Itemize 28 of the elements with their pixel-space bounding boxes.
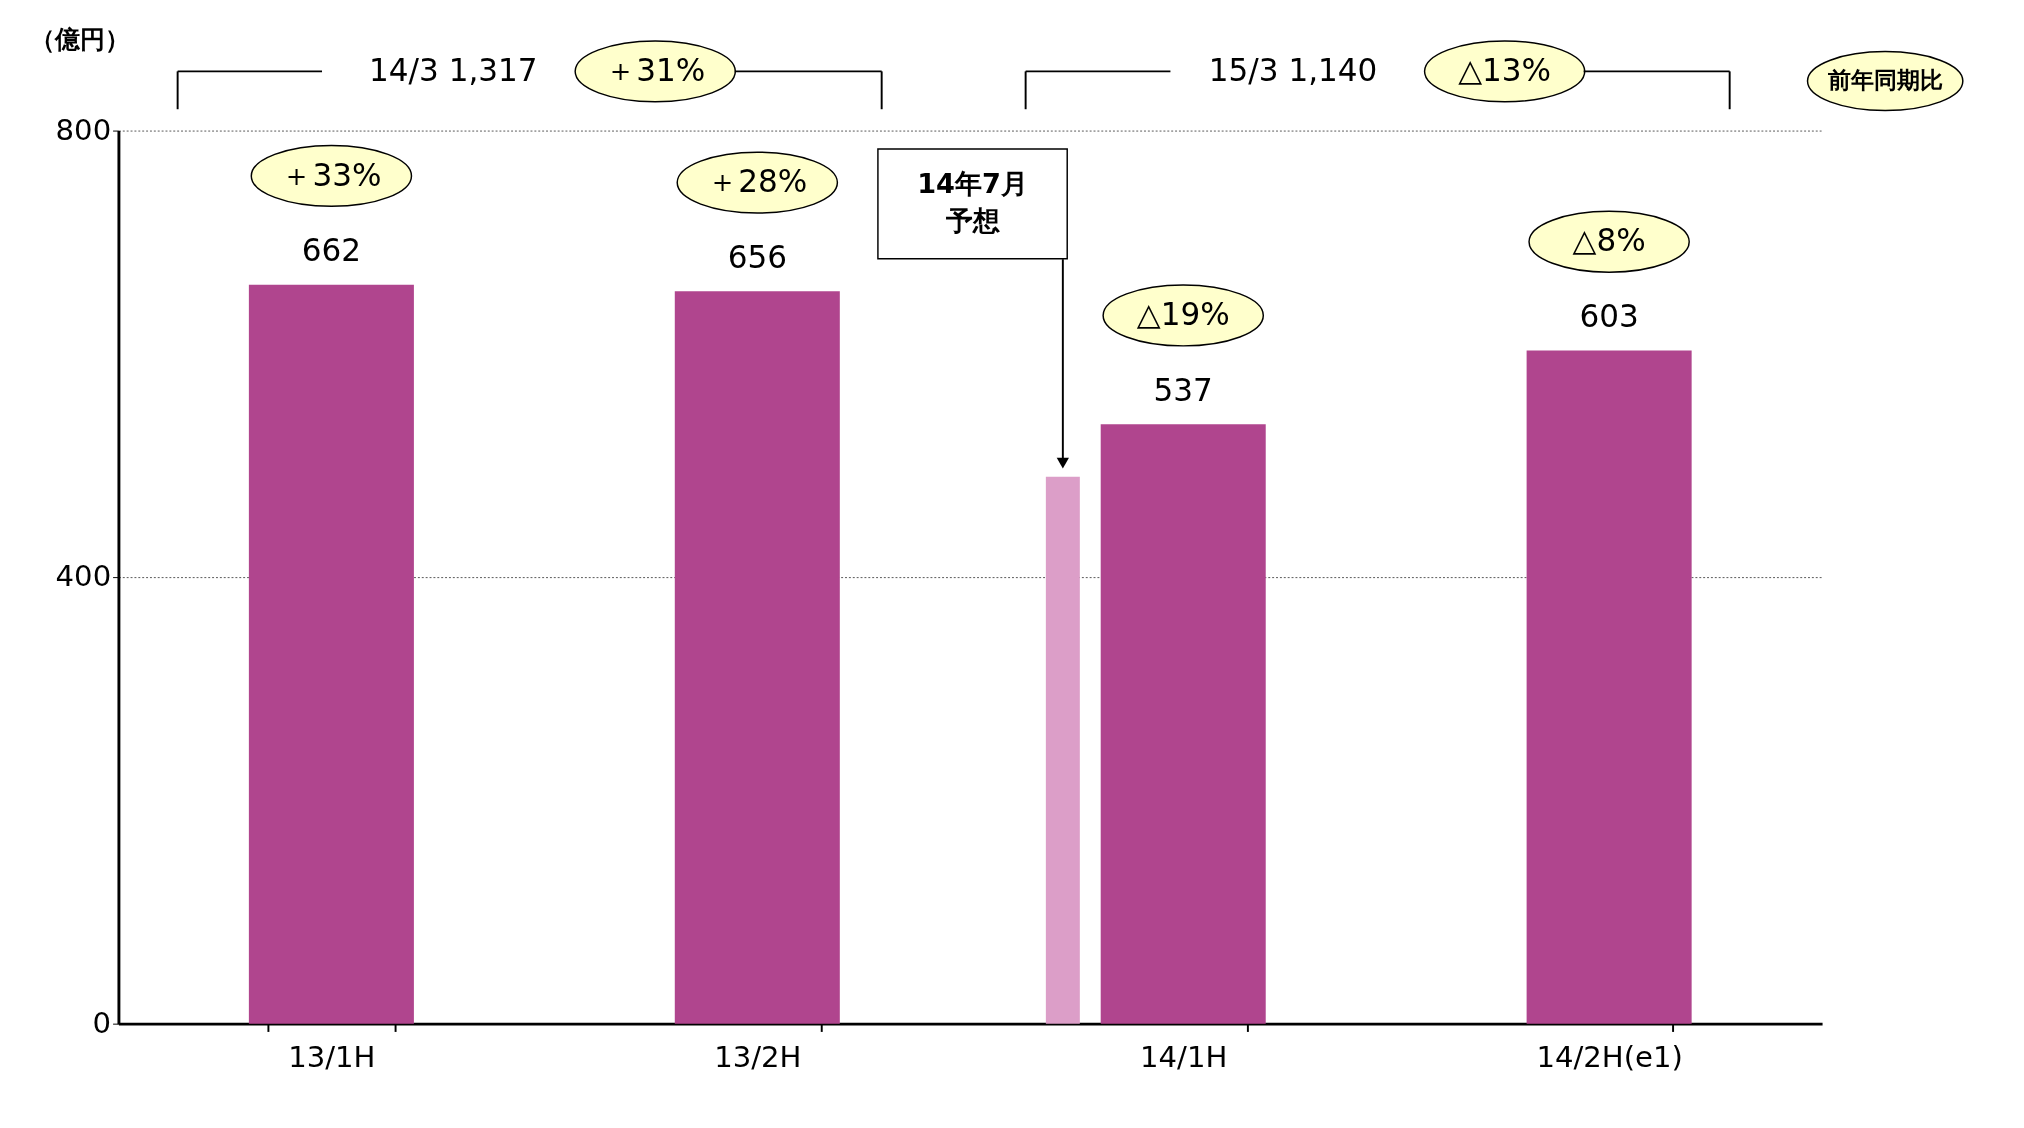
annotation: 14年7月 (917, 168, 1028, 200)
bar (1100, 424, 1266, 1024)
y-tick-label: 400 (55, 559, 112, 594)
x-tick-label: 13/2H (714, 1039, 802, 1074)
annotation: △19% (1136, 296, 1230, 333)
y-tick-label: 800 (55, 112, 112, 147)
bar (1526, 350, 1692, 1024)
y-tick-label: 0 (92, 1005, 112, 1040)
annotation: 予想 (944, 205, 1000, 237)
x-tick-label: 14/1H (1140, 1039, 1228, 1074)
data-label: 603 (1579, 298, 1639, 335)
data-label: 662 (301, 232, 362, 269)
text: 前年同期比 (1826, 65, 1943, 93)
data-label: 656 (727, 239, 787, 276)
bar (674, 291, 840, 1024)
x-tick-label: 13/1H (288, 1039, 376, 1074)
text: ＋31% (605, 52, 706, 89)
text: 15/3 1,140 (1208, 52, 1378, 89)
text: △13% (1458, 52, 1552, 89)
annotation: ＋28% (707, 163, 808, 200)
text: （億円） (29, 25, 130, 55)
x-tick-label: 14/2H(e1) (1536, 1039, 1683, 1074)
annotation: △8% (1572, 222, 1646, 259)
bar (1045, 476, 1080, 1024)
bar (248, 284, 414, 1024)
text: 14/3 1,317 (369, 52, 538, 89)
data-label: 537 (1153, 371, 1213, 408)
annotation: ＋33% (281, 156, 382, 193)
